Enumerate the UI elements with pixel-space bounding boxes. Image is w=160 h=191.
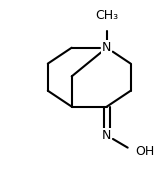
Text: CH₃: CH₃ xyxy=(95,9,118,22)
Text: N: N xyxy=(102,129,112,142)
Text: OH: OH xyxy=(136,145,155,158)
Text: N: N xyxy=(102,41,112,54)
